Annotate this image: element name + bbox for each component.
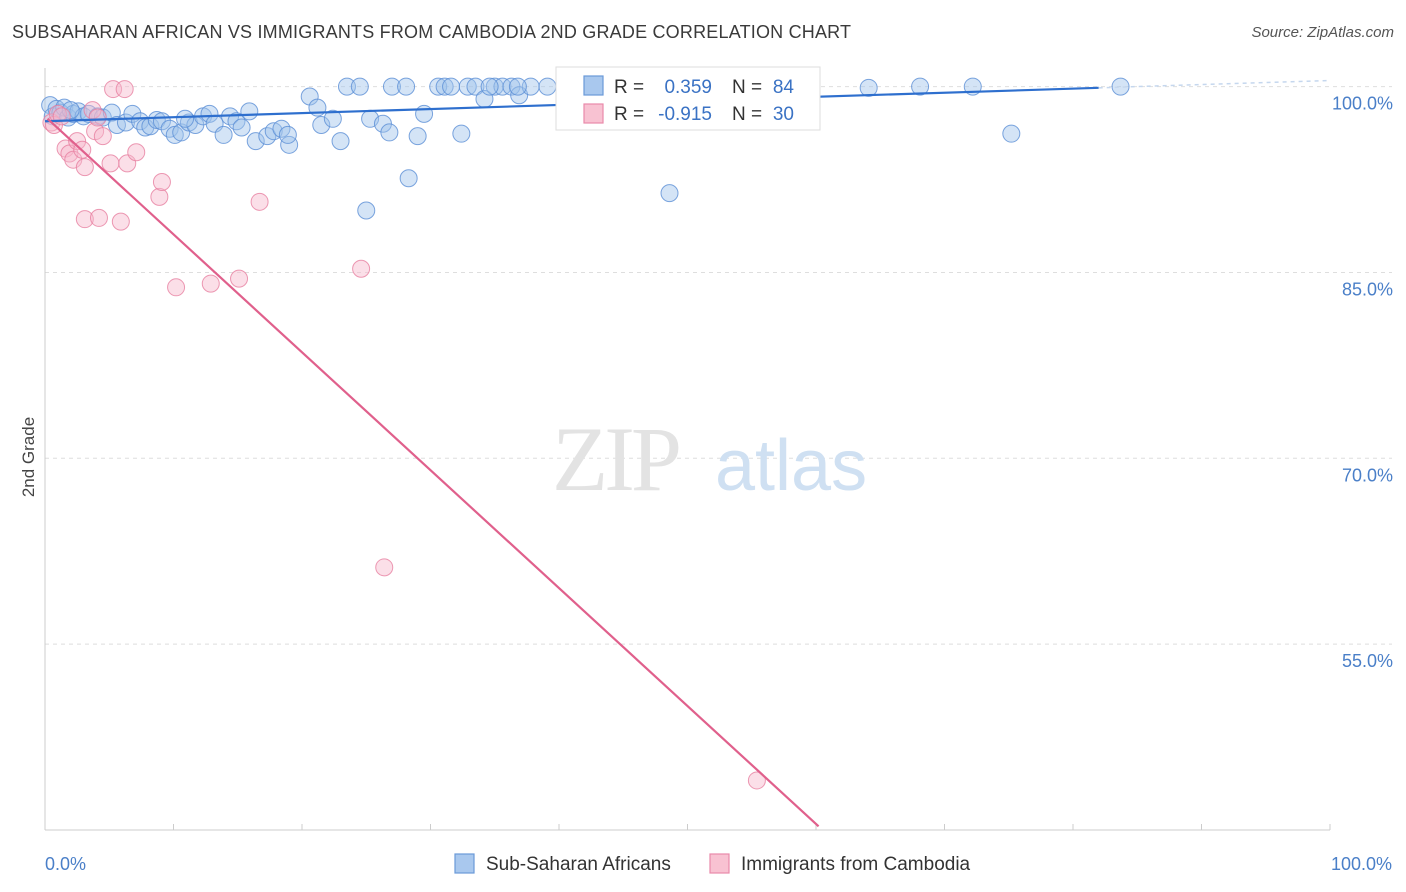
point-subsaharan: [429, 77, 448, 96]
y-tick-label: 100.0%: [1332, 94, 1393, 114]
point-cambodia: [201, 274, 220, 293]
point-cambodia: [150, 187, 169, 206]
point-cambodia: [111, 212, 130, 231]
y-axis-ticks: 100.0% 85.0% 70.0% 55.0%: [1332, 94, 1393, 672]
x-axis-ticks: 0.0% 100.0%: [45, 854, 1392, 874]
point-subsaharan: [93, 108, 112, 127]
point-cambodia: [250, 192, 269, 211]
point-subsaharan: [458, 77, 477, 96]
legend-swatch-subsaharan: [454, 853, 475, 874]
stats-r-value-2: -0.915: [658, 104, 712, 125]
stats-n-label-2: N =: [732, 104, 762, 125]
watermark: ZIP atlas: [552, 408, 867, 510]
watermark-zip: ZIP: [552, 408, 679, 510]
y-tick-label: 55.0%: [1342, 651, 1393, 671]
point-subsaharan: [232, 118, 251, 137]
point-cambodia: [89, 208, 108, 227]
stats-legend-swatch-blue: [583, 75, 604, 96]
point-cambodia: [375, 558, 394, 577]
point-subsaharan: [480, 77, 499, 96]
watermark-atlas: atlas: [715, 426, 867, 506]
point-subsaharan: [859, 78, 878, 97]
point-subsaharan: [331, 132, 350, 151]
point-subsaharan: [508, 77, 527, 96]
point-subsaharan: [380, 123, 399, 142]
point-subsaharan: [442, 77, 461, 96]
point-cambodia: [75, 158, 94, 177]
stats-legend-swatch-pink: [583, 103, 604, 124]
point-subsaharan: [382, 77, 401, 96]
stats-n-value-1: 84: [773, 77, 795, 98]
stats-r-label-2: R =: [614, 104, 644, 125]
y-tick-label: 70.0%: [1342, 465, 1393, 485]
series-legend: Sub-Saharan Africans Immigrants from Cam…: [454, 853, 971, 875]
point-cambodia: [230, 269, 249, 288]
point-cambodia: [88, 108, 107, 127]
stats-legend: R = 0.359 N = 84 R = -0.915 N = 30: [555, 66, 821, 131]
point-subsaharan: [397, 77, 416, 96]
point-cambodia: [115, 80, 134, 99]
stats-n-label-1: N =: [732, 77, 762, 98]
y-axis-label: 2nd Grade: [19, 417, 38, 497]
trend-lines: [44, 79, 1331, 828]
point-subsaharan: [911, 77, 930, 96]
point-subsaharan: [415, 104, 434, 123]
point-subsaharan: [350, 77, 369, 96]
point-subsaharan: [246, 132, 265, 151]
point-cambodia: [167, 278, 186, 297]
point-subsaharan: [240, 102, 259, 121]
point-cambodia: [747, 771, 766, 790]
point-subsaharan: [660, 184, 679, 203]
point-cambodia: [127, 143, 146, 162]
trend-line-cambodia: [46, 117, 820, 828]
x-tick-label-min: 0.0%: [45, 854, 86, 874]
chart-title: SUBSAHARAN AFRICAN VS IMMIGRANTS FROM CA…: [12, 22, 852, 42]
point-cambodia: [101, 154, 120, 173]
point-cambodia: [152, 172, 171, 191]
legend-label-subsaharan: Sub-Saharan Africans: [486, 854, 671, 875]
point-cambodia: [75, 210, 94, 229]
legend-label-cambodia: Immigrants from Cambodia: [741, 854, 971, 875]
stats-r-value-1: 0.359: [664, 77, 712, 98]
gridlines: [45, 86, 1392, 645]
point-subsaharan: [278, 125, 297, 144]
point-cambodia: [93, 127, 112, 146]
point-subsaharan: [538, 77, 557, 96]
point-subsaharan: [312, 115, 331, 134]
point-subsaharan: [214, 125, 233, 144]
point-subsaharan: [176, 109, 195, 128]
point-subsaharan: [1002, 124, 1021, 143]
point-subsaharan: [337, 77, 356, 96]
point-subsaharan: [200, 104, 219, 123]
x-tick-label-max: 100.0%: [1331, 854, 1392, 874]
point-subsaharan: [452, 124, 471, 143]
point-cambodia: [52, 107, 71, 126]
point-subsaharan: [399, 169, 418, 188]
point-subsaharan: [435, 77, 454, 96]
stats-n-value-2: 30: [773, 104, 794, 125]
point-subsaharan: [323, 109, 342, 128]
point-cambodia: [68, 132, 87, 151]
trend-line-subsaharan-extension: [1098, 79, 1331, 89]
point-subsaharan: [408, 127, 427, 146]
point-subsaharan: [357, 201, 376, 220]
point-subsaharan: [172, 123, 191, 142]
axes: [44, 68, 1331, 831]
stats-r-label-1: R =: [614, 77, 644, 98]
point-cambodia: [352, 259, 371, 278]
point-subsaharan: [466, 77, 485, 96]
y-tick-label: 85.0%: [1342, 279, 1393, 299]
legend-swatch-cambodia: [709, 853, 730, 874]
point-subsaharan: [280, 135, 299, 154]
chart-source: Source: ZipAtlas.com: [1251, 24, 1394, 41]
point-subsaharan: [1111, 77, 1130, 96]
